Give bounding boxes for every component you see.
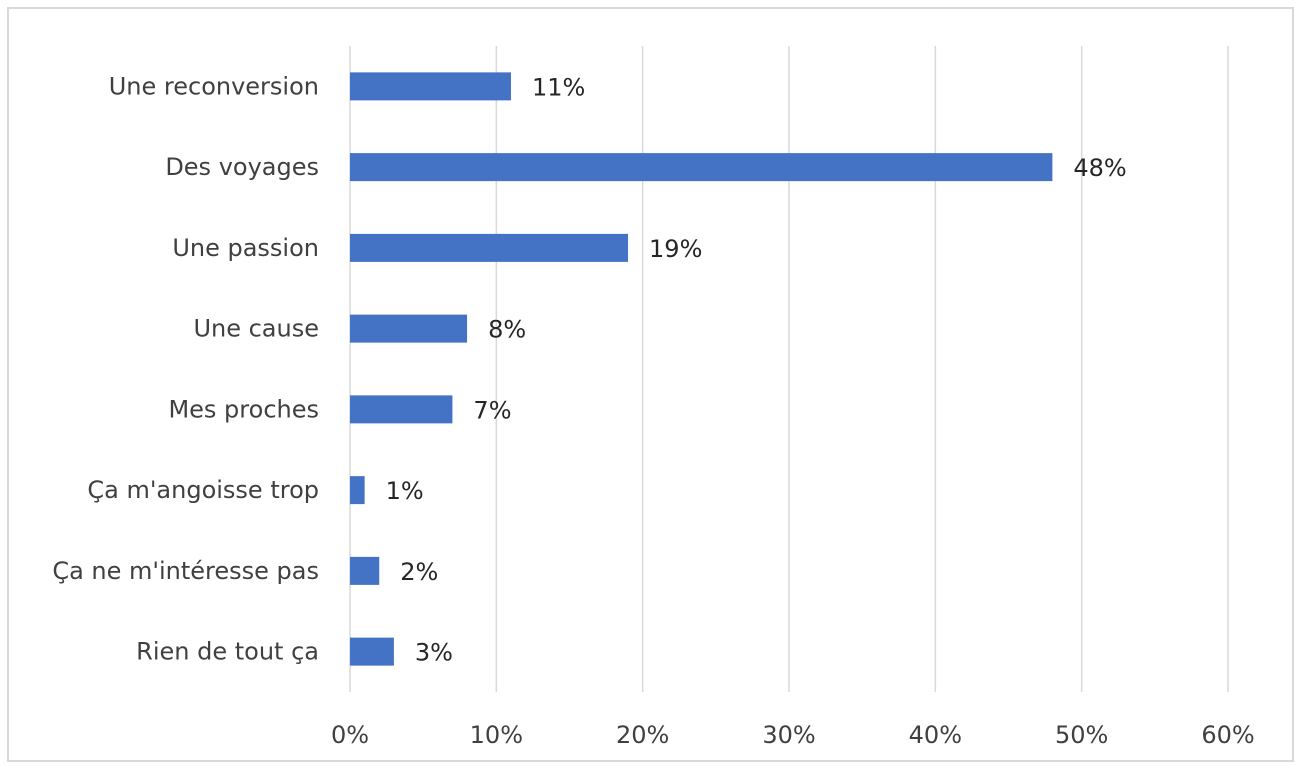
bar-6 [350,476,365,505]
data-label: 3% [415,639,453,667]
data-label: 8% [488,316,526,344]
bar-4 [350,314,468,343]
data-label: 7% [473,396,511,424]
category-label: Rien de tout ça [136,638,319,666]
category-label: Mes proches [168,395,319,423]
x-tick-label: 10% [470,721,523,749]
bar-5 [350,395,453,424]
bar-7 [350,556,380,585]
category-label: Ça m'angoisse trop [87,476,319,504]
data-label: 1% [386,477,424,505]
x-tick-label: 0% [331,721,369,749]
x-tick-label: 20% [616,721,669,749]
data-label: 2% [400,558,438,586]
category-label: Ça ne m'intéresse pas [52,557,319,585]
data-label: 48% [1073,154,1126,182]
bar-2 [350,153,1053,182]
bar-3 [350,233,629,262]
category-label: Une passion [172,234,319,262]
bar-8 [350,637,394,666]
category-label: Une cause [193,315,319,343]
data-label: 11% [532,73,585,101]
chart-border [7,7,1294,762]
data-label: 19% [649,235,702,263]
x-tick-label: 40% [909,721,962,749]
labels: 0% 10% 20% 30% 40% 50% 60% Une reconversion 11% D… [52,72,1254,749]
category-label: Une reconversion [109,72,319,100]
x-tick-label: 50% [1055,721,1108,749]
x-tick-label: 30% [762,721,815,749]
category-label: Des voyages [165,153,319,181]
x-tick-label: 60% [1201,721,1254,749]
bar-1 [350,72,511,101]
bars [350,72,1053,666]
